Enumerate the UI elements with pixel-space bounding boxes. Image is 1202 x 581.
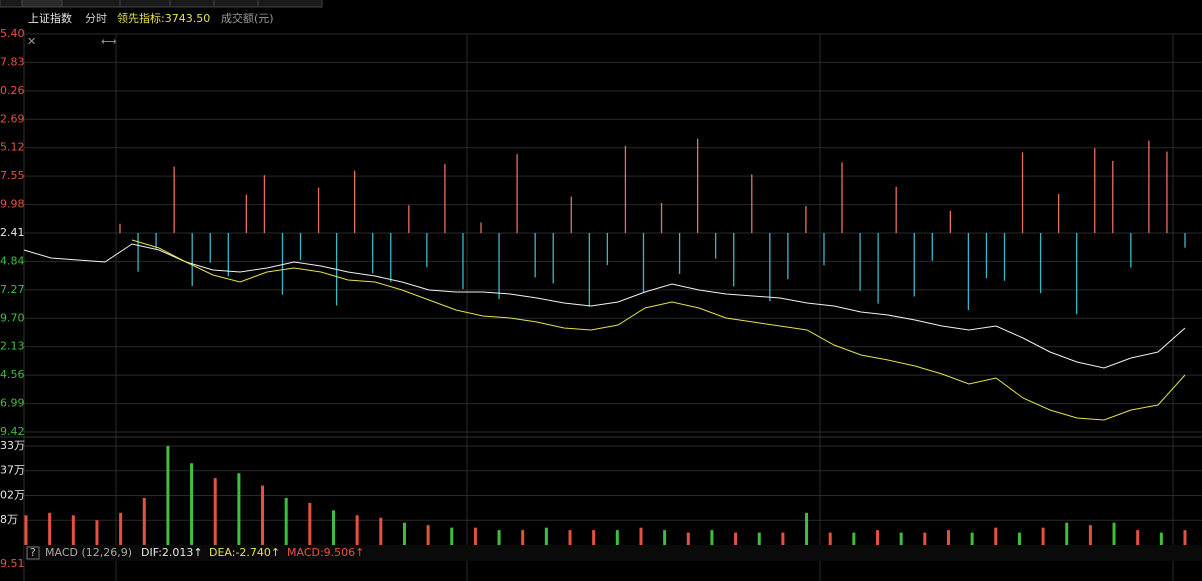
volume-bar <box>1112 522 1116 545</box>
volume-bar <box>497 530 501 545</box>
volume-bar <box>781 532 785 545</box>
y-tick-label: 33万 <box>0 439 25 452</box>
y-tick-label: 9.42 <box>0 425 25 438</box>
volume-bar <box>48 512 52 545</box>
volume-bar <box>568 530 572 545</box>
macd-help[interactable]: ? <box>30 546 36 559</box>
y-tick-label: 7.55 <box>0 169 25 182</box>
y-tick-label: 4.56 <box>0 368 25 381</box>
volume-bar <box>1136 530 1140 545</box>
y-tick-label: 2.41 <box>0 226 25 239</box>
tab[interactable] <box>257 0 323 8</box>
macd-value: MACD:9.506↑ <box>287 546 364 559</box>
volume-bar <box>308 502 312 545</box>
macd-axis-label: 9.51 <box>0 557 25 570</box>
y-tick-label: 7.27 <box>0 283 25 296</box>
y-tick-label: 02万 <box>0 488 25 501</box>
volume-bar <box>261 485 265 545</box>
y-tick-label: 5.40 <box>0 27 25 40</box>
volume-bar <box>331 510 335 545</box>
macd-bar <box>24 545 1202 561</box>
price-line <box>131 239 1186 421</box>
volume-bar <box>426 525 430 545</box>
volume-bar <box>686 532 690 545</box>
y-tick-label: 9.98 <box>0 198 25 211</box>
tab[interactable] <box>119 0 171 8</box>
y-tick-label: 2.13 <box>0 340 25 353</box>
tab-bar <box>0 0 323 8</box>
volume-bar <box>615 530 619 545</box>
volume-bar <box>876 530 880 545</box>
tab[interactable] <box>61 0 121 8</box>
volume-bar <box>71 515 75 545</box>
volume-bar <box>1088 525 1092 545</box>
resize-icon[interactable]: ⟷ <box>101 35 117 48</box>
macd-label: MACD (12,26,9) <box>45 546 132 559</box>
help-box[interactable] <box>26 546 40 560</box>
volume-bar <box>994 527 998 545</box>
leading-indicator: 领先指标:3743.50 <box>117 11 210 25</box>
macd-dea: DEA:-2.740↑ <box>209 546 280 559</box>
volume-bar <box>284 497 288 545</box>
volume-bar <box>592 530 596 545</box>
y-tick-label: 8万 <box>0 513 18 526</box>
volume-bar <box>544 527 548 545</box>
volume-bar <box>1159 532 1163 545</box>
volume-bar <box>1041 527 1045 545</box>
y-tick-label: 2.69 <box>0 112 25 125</box>
volume-bar <box>237 473 241 545</box>
y-tick-label: 9.70 <box>0 311 25 324</box>
turnover-label: 成交额(元) <box>221 11 274 25</box>
tab[interactable] <box>169 0 215 8</box>
plot: 5.40 7.83 0.26 2.69 5.12 7.55 9.98 2.41 4.84 7.27… <box>0 27 1202 581</box>
volume-bar <box>402 522 406 545</box>
volume-bar <box>142 497 146 545</box>
volume-bar <box>95 520 99 545</box>
macd-dif: DIF:2.013↑ <box>141 546 203 559</box>
volume-bar <box>639 527 643 545</box>
volume-bar <box>828 532 832 545</box>
mode[interactable]: 分时 <box>85 12 107 25</box>
volume-bar <box>710 530 714 545</box>
index-name: 上证指数 <box>28 11 72 25</box>
volume-bar <box>1017 532 1021 545</box>
volume-bar <box>24 515 28 545</box>
volume-bar <box>473 527 477 545</box>
tab[interactable] <box>0 0 23 8</box>
y-tick-label: 5.12 <box>0 141 25 154</box>
volume-bar <box>970 532 974 545</box>
y-tick-label: 0.26 <box>0 84 25 97</box>
volume-bar <box>757 532 761 545</box>
volume-bar <box>663 530 667 545</box>
y-tick-label: 37万 <box>0 464 25 477</box>
tab[interactable] <box>21 0 63 8</box>
volume-bar <box>379 517 383 545</box>
volume-bar <box>899 532 903 545</box>
y-tick-label: 7.83 <box>0 55 25 68</box>
volume-bar <box>852 532 856 545</box>
y-tick-label: 4.84 <box>0 254 25 267</box>
volume-bar <box>190 463 194 545</box>
volume-bar <box>1183 530 1187 545</box>
volume-bar <box>166 445 170 545</box>
y-tick-label: 6.99 <box>0 397 25 410</box>
volume-bar <box>923 532 927 545</box>
volume-bar <box>450 527 454 545</box>
volume-bar <box>521 530 525 545</box>
volume-bar <box>1065 522 1069 545</box>
price-line <box>23 243 1186 369</box>
volume-bar <box>946 530 950 545</box>
tab[interactable] <box>213 0 259 8</box>
volume-bar <box>734 532 738 545</box>
volume-bar <box>805 512 809 545</box>
volume-bar <box>355 515 359 545</box>
close-icon[interactable]: ✕ <box>27 35 36 48</box>
volume-bar <box>119 512 123 545</box>
volume-bar <box>213 478 217 545</box>
